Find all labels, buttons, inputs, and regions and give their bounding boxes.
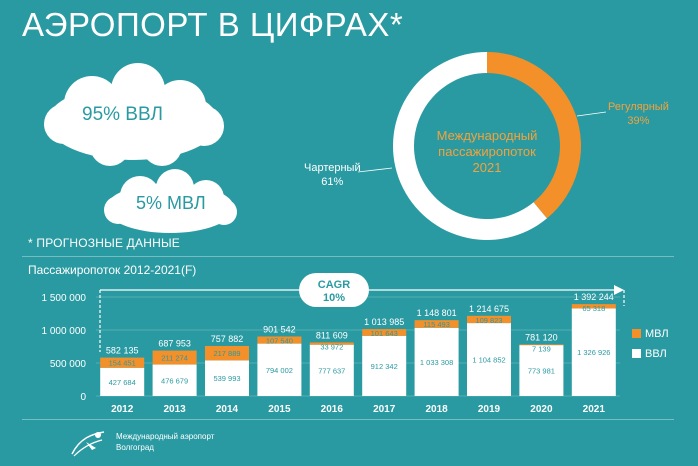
bar-label-domestic: 794 002 <box>266 366 293 375</box>
y-tick-label: 1 000 000 <box>42 326 87 337</box>
bar-international <box>309 342 354 345</box>
bar-label-international: 154 451 <box>109 359 136 368</box>
donut-slice-regular <box>487 52 581 219</box>
legend-label: МВЛ <box>645 328 669 340</box>
legend-label: ВВЛ <box>645 348 667 360</box>
logo-line1: Международный аэропорт <box>116 432 215 441</box>
cloud-shape-international <box>104 169 237 233</box>
x-tick-label: 2018 <box>425 404 448 415</box>
x-tick-label: 2019 <box>478 404 501 415</box>
bar-label-domestic: 476 679 <box>161 376 188 385</box>
bar-domestic <box>467 323 511 396</box>
bar-label-domestic: 539 993 <box>213 374 240 383</box>
bar-label-total: 582 135 <box>106 346 139 356</box>
legend-swatch <box>632 329 641 338</box>
x-tick-label: 2016 <box>321 404 344 415</box>
bar-label-domestic: 777 637 <box>318 366 345 375</box>
cagr-pill <box>299 273 369 307</box>
donut-charter-name: Чартерный <box>304 162 361 174</box>
bar-international <box>571 304 616 309</box>
donut-center-line2: пассажиропоток <box>438 144 536 159</box>
y-tick-label: 500 000 <box>50 359 87 370</box>
bar-label-total: 781 120 <box>525 332 558 342</box>
bar-international <box>100 357 145 368</box>
donut-center-line1: Международный <box>437 128 538 143</box>
donut-chart: Международный пассажиропоток 2021 <box>392 52 581 240</box>
cagr-arrow-head <box>614 285 624 295</box>
x-tick-label: 2015 <box>268 404 291 415</box>
x-tick-label: 2013 <box>163 404 186 415</box>
legend-swatch <box>632 349 641 358</box>
bar-label-total: 811 609 <box>316 330 348 340</box>
bar-domestic <box>309 344 354 396</box>
section-divider-top <box>22 256 674 257</box>
donut-label-charter: Чартерный 61% <box>304 161 361 189</box>
donut-center-line3: 2021 <box>473 160 502 175</box>
bar-chart: 0 500 000 1 000 000 1 500 000 CAGR 10% 427 … <box>42 273 669 415</box>
bar-domestic <box>414 327 459 396</box>
bar-label-international: 115 493 <box>423 320 450 329</box>
cloud-label-domestic: 95% ВВЛ <box>82 104 163 125</box>
section-divider-bottom <box>22 419 674 420</box>
page-title: АЭРОПОРТ В ЦИФРАХ* <box>22 6 404 43</box>
bar-label-domestic: 773 981 <box>528 366 555 375</box>
x-tick-label: 2020 <box>530 404 553 415</box>
bar-international <box>257 336 302 344</box>
bar-label-total: 1 148 801 <box>417 308 457 318</box>
x-tick-label: 2012 <box>111 404 134 415</box>
bar-label-domestic: 427 684 <box>109 378 136 387</box>
logo-text: Международный аэропорт Волгоград <box>116 431 214 453</box>
bar-international <box>152 350 197 365</box>
bar-label-total: 1 013 985 <box>364 317 404 327</box>
bar-international <box>519 344 564 346</box>
cloud-label-international: 5% МВЛ <box>136 193 206 213</box>
bar-label-international: 7 139 <box>532 344 551 353</box>
bar-international <box>205 345 249 361</box>
bar-domestic <box>257 343 302 396</box>
bar-label-total: 757 882 <box>211 334 244 344</box>
cagr-label: CAGR <box>318 279 350 291</box>
cloud-shape-domestic <box>44 63 224 166</box>
forecast-note: * ПРОГНОЗНЫЕ ДАННЫЕ <box>28 236 180 250</box>
logo-line2: Волгоград <box>116 443 154 452</box>
bar-label-international: 107 540 <box>266 336 293 345</box>
bar-label-international: 211 274 <box>161 354 188 363</box>
bar-international <box>362 329 407 336</box>
airport-logo-icon <box>71 431 105 457</box>
bar-label-domestic: 1 326 926 <box>577 348 610 357</box>
bar-label-total: 901 542 <box>263 324 296 334</box>
bar-label-international: 109 823 <box>475 316 502 325</box>
bar-label-domestic: 912 342 <box>371 362 398 371</box>
bar-domestic <box>362 335 407 396</box>
bar-domestic <box>152 364 197 396</box>
bar-domestic <box>100 367 145 396</box>
bar-international <box>414 320 459 328</box>
bar-domestic <box>205 360 249 396</box>
chart-title: Пассажиропоток 2012-2021(F) <box>28 263 197 277</box>
bar-label-domestic: 1 033 308 <box>420 358 453 367</box>
bar-label-international: 101 643 <box>371 329 398 338</box>
donut-label-regular: Регулярный 39% <box>608 100 669 128</box>
bar-label-total: 1 214 675 <box>469 304 509 314</box>
bar-label-international: 33 972 <box>320 342 343 351</box>
donut-regular-pct: 39% <box>627 115 650 127</box>
bar-label-international: 217 889 <box>213 349 240 358</box>
y-tick-label: 0 <box>80 392 86 403</box>
bar-label-total: 1 392 244 <box>574 292 614 302</box>
bar-domestic <box>519 344 564 396</box>
cagr-value: 10% <box>323 292 345 304</box>
x-tick-label: 2021 <box>583 404 606 415</box>
x-tick-label: 2014 <box>216 404 239 415</box>
donut-charter-pct: 61% <box>321 176 344 188</box>
bar-label-international: 65 318 <box>582 304 605 313</box>
bar-label-domestic: 1 104 852 <box>472 356 505 365</box>
donut-slice-charter <box>392 52 547 240</box>
bar-international <box>467 315 511 324</box>
bar-label-total: 687 953 <box>158 339 191 349</box>
donut-regular-name: Регулярный <box>608 101 669 113</box>
bar-domestic <box>571 308 616 396</box>
x-tick-label: 2017 <box>373 404 396 415</box>
y-tick-label: 1 500 000 <box>42 293 87 304</box>
